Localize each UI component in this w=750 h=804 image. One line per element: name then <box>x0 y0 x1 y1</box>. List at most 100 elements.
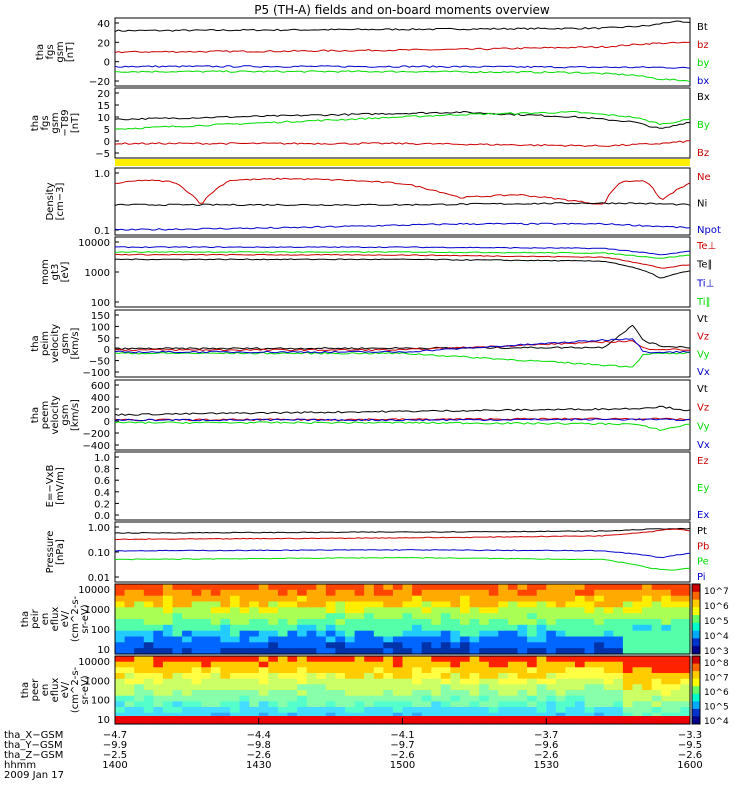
series-line-bx <box>114 65 691 69</box>
heatmap-cell <box>440 673 451 680</box>
heatmap-cell <box>172 624 183 632</box>
heatmap-cell <box>354 636 365 643</box>
heatmap-cell <box>642 584 653 591</box>
legend-entry: Pe <box>697 557 709 568</box>
heatmap-cell <box>249 619 260 626</box>
heatmap-cell <box>124 601 135 608</box>
colorbar-label: 10^8 <box>704 659 729 669</box>
heatmap-cell <box>316 630 327 638</box>
heatmap-cell <box>402 656 413 663</box>
heatmap-cell <box>555 667 566 674</box>
heatmap-cell <box>575 661 586 668</box>
heatmap-cell <box>517 678 528 685</box>
heatmap-cell <box>201 619 212 626</box>
heatmap-cell <box>115 624 126 632</box>
heatmap-cell <box>277 712 289 719</box>
heatmap-cell <box>402 667 413 674</box>
heatmap-cell <box>325 701 336 708</box>
heatmap-cell <box>345 673 356 680</box>
heatmap-cell <box>325 678 336 685</box>
heatmap-cell <box>613 701 624 708</box>
heatmap-cell <box>536 607 547 614</box>
heatmap-cell <box>162 630 174 638</box>
heatmap-cell <box>412 712 423 719</box>
heatmap-cell <box>124 619 135 626</box>
heatmap-cell <box>517 630 528 638</box>
heatmap-cell <box>594 613 605 620</box>
series-line-Npot <box>114 222 691 231</box>
heatmap-cell <box>546 695 557 702</box>
colorbar-segment <box>692 591 700 601</box>
heatmap-cell <box>249 707 260 714</box>
heatmap-cell <box>402 613 413 620</box>
heatmap-cell <box>268 707 279 714</box>
heatmap-cell <box>325 661 336 668</box>
heatmap-cell <box>460 642 471 649</box>
heatmap-cell <box>507 601 519 608</box>
heatmap-cell <box>421 695 432 702</box>
heatmap-cell <box>479 589 490 597</box>
heatmap-cell <box>584 607 595 614</box>
heatmap-cell <box>661 613 672 620</box>
heatmap-cell <box>680 673 691 680</box>
heatmap-cell <box>373 624 384 632</box>
heatmap-cell <box>134 636 145 643</box>
heatmap-cell <box>182 690 193 697</box>
heatmap-cell <box>210 661 221 668</box>
heatmap-cell <box>613 642 624 649</box>
heatmap-cell <box>507 695 519 702</box>
heatmap-cell <box>306 712 317 719</box>
heatmap-cell <box>622 707 634 714</box>
heatmap-cell <box>134 642 145 649</box>
heatmap-cell <box>670 707 681 714</box>
heatmap-cell <box>613 595 624 603</box>
heatmap-cell <box>297 667 308 674</box>
heatmap-cell <box>143 684 154 691</box>
heatmap-cell <box>661 636 672 643</box>
heatmap-cell <box>182 619 193 626</box>
heatmap-cell <box>172 712 183 719</box>
heatmap-cell <box>230 695 241 702</box>
heatmap-cell <box>124 613 135 620</box>
heatmap-cell <box>575 642 586 649</box>
heatmap-cell <box>412 678 423 685</box>
heatmap-cell <box>162 642 174 649</box>
heatmap-cell <box>162 595 174 603</box>
heatmap-cell <box>220 656 231 663</box>
heatmap-cell <box>306 589 317 597</box>
heatmap-cell <box>565 656 576 663</box>
heatmap-cell <box>172 648 183 655</box>
heatmap-cell <box>210 648 221 655</box>
colorbar-segment <box>692 708 700 717</box>
heatmap-cell <box>469 667 480 674</box>
heatmap-cell <box>172 607 183 614</box>
y-axis-label: tha <box>30 115 41 131</box>
heatmap-cell <box>479 701 490 708</box>
heatmap-cell <box>373 695 384 702</box>
heatmap-cell <box>124 656 135 663</box>
heatmap-cell <box>172 667 183 674</box>
heatmap-cell <box>642 667 653 674</box>
heatmap-cell <box>201 656 212 663</box>
heatmap-cell <box>575 601 586 608</box>
heatmap-cell <box>594 701 605 708</box>
heatmap-cell <box>555 595 566 603</box>
heatmap-cell <box>268 690 279 697</box>
heatmap-cell <box>316 678 327 685</box>
heatmap-cell <box>258 607 269 614</box>
legend-entry: Ex <box>697 510 709 521</box>
heatmap-cell <box>306 684 317 691</box>
heatmap-cell <box>460 648 471 655</box>
heatmap-cell <box>134 678 145 685</box>
heatmap-cell <box>402 619 413 626</box>
heatmap-cell <box>345 630 356 638</box>
y-axis-label: mom <box>40 259 51 285</box>
heatmap-cell <box>507 648 519 655</box>
heatmap-cell <box>670 684 681 691</box>
heatmap-cell <box>421 642 432 649</box>
heatmap-cell <box>364 642 375 649</box>
heatmap-cell <box>210 619 221 626</box>
heatmap-cell <box>115 595 126 603</box>
heatmap-cell <box>565 624 576 632</box>
series-line-bz <box>114 41 691 54</box>
